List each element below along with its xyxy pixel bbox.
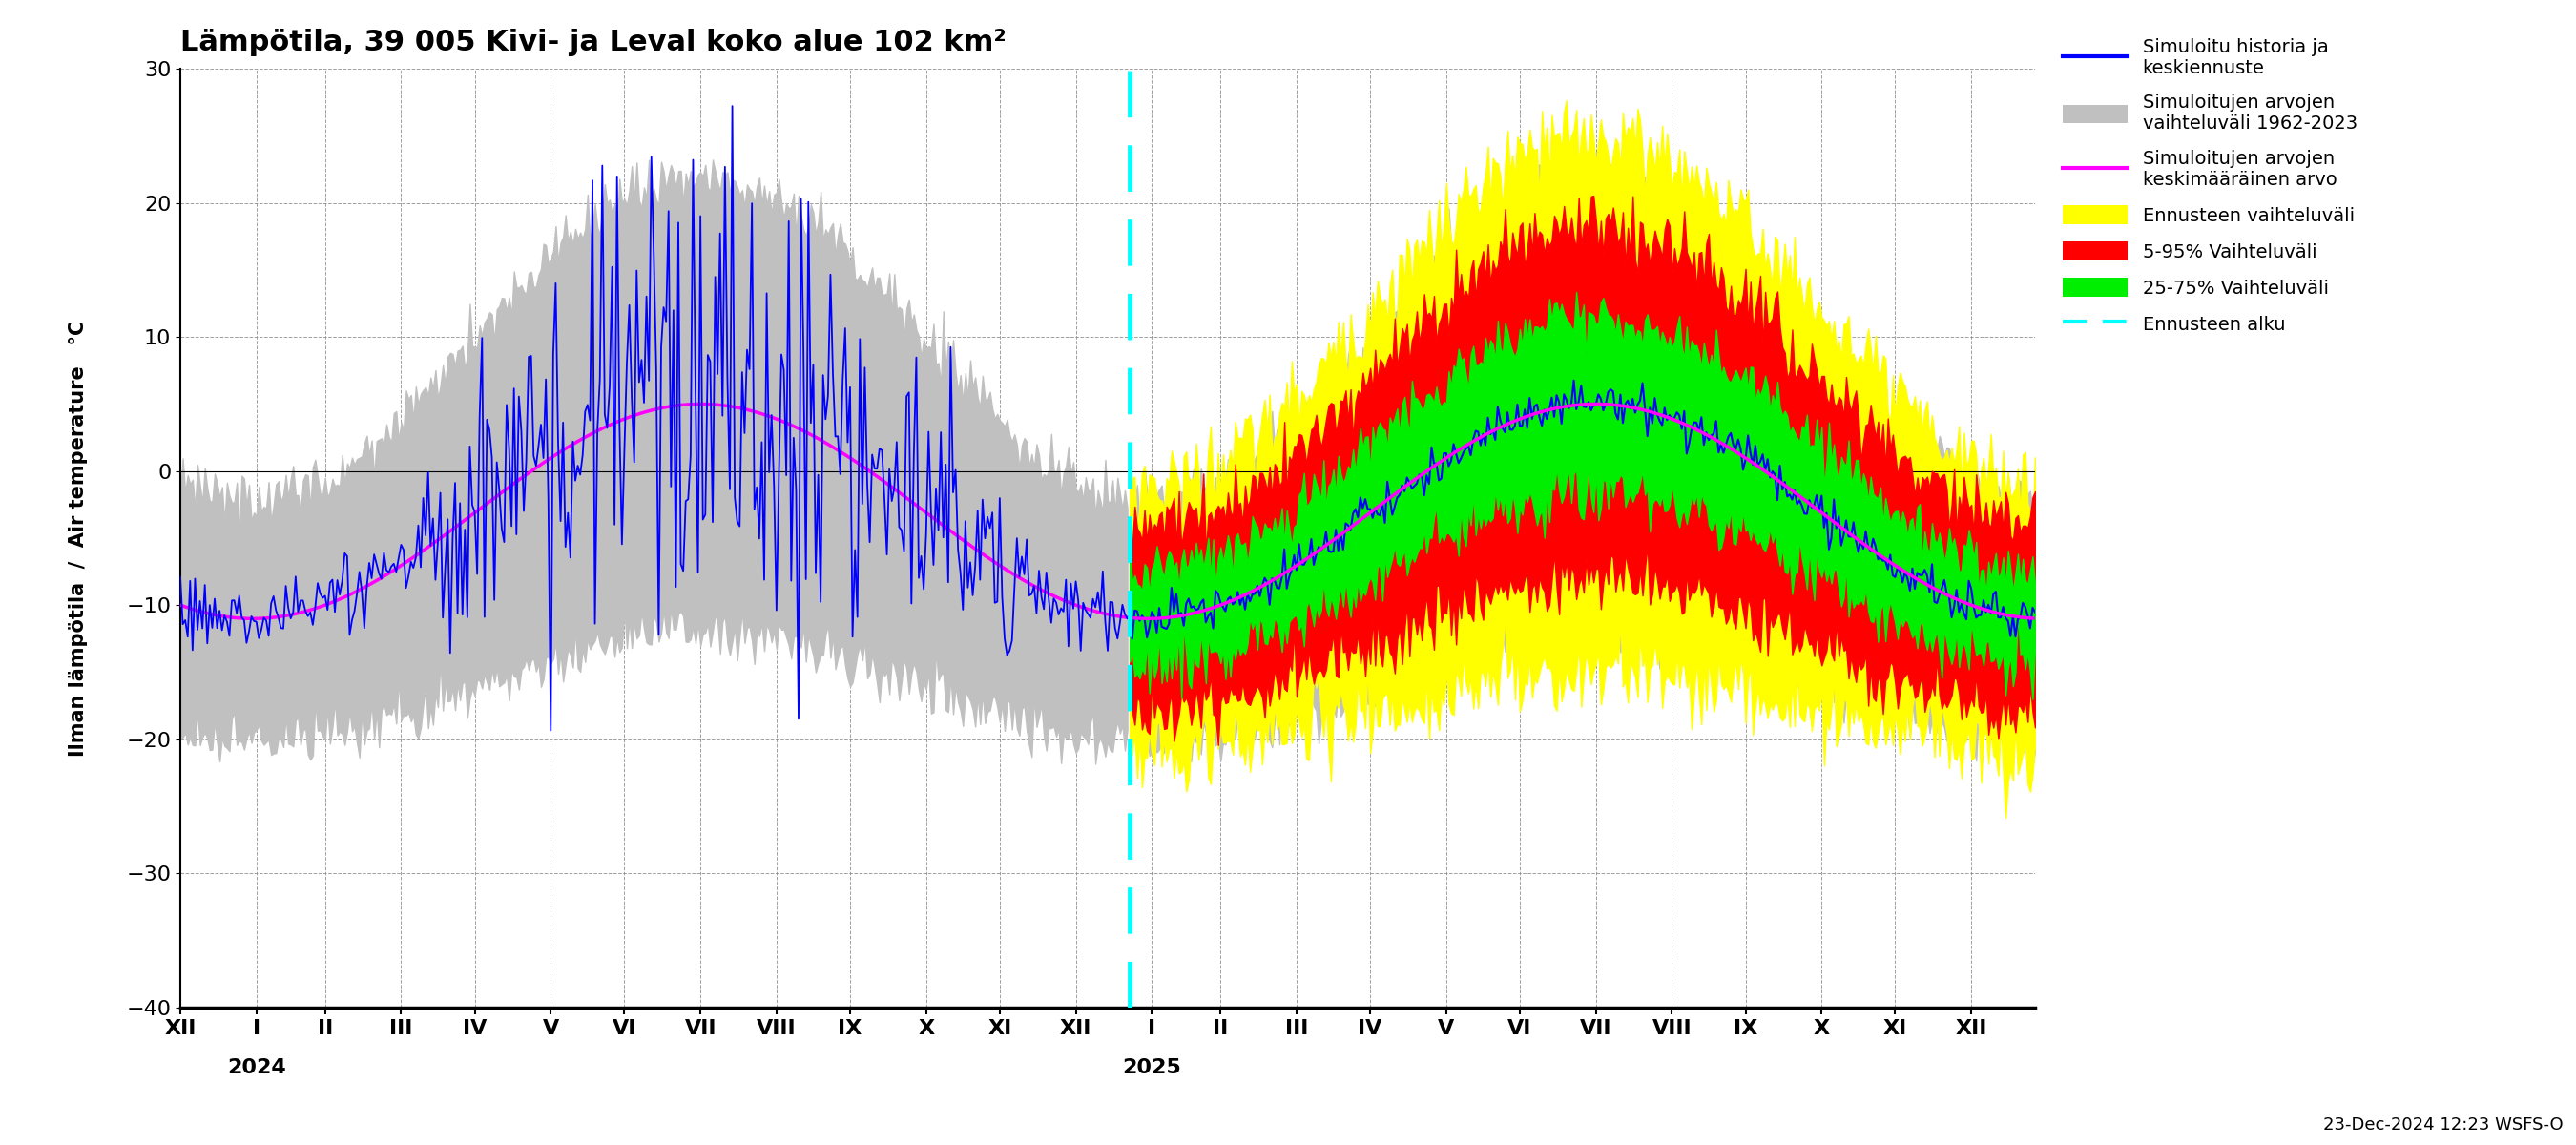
Text: Lämpötila, 39 005 Kivi- ja Leval koko alue 102 km²: Lämpötila, 39 005 Kivi- ja Leval koko al…: [180, 29, 1007, 56]
Text: 2024: 2024: [227, 1058, 286, 1077]
Text: 2025: 2025: [1123, 1058, 1182, 1077]
Text: 23-Dec-2024 12:23 WSFS-O: 23-Dec-2024 12:23 WSFS-O: [2324, 1116, 2563, 1134]
Legend: Simuloitu historia ja
keskiennuste, Simuloitujen arvojen
vaihteluväli 1962-2023,: Simuloitu historia ja keskiennuste, Simu…: [2058, 32, 2362, 339]
Text: Ilman lämpötila  /  Air temperature   °C: Ilman lämpötila / Air temperature °C: [70, 319, 88, 757]
